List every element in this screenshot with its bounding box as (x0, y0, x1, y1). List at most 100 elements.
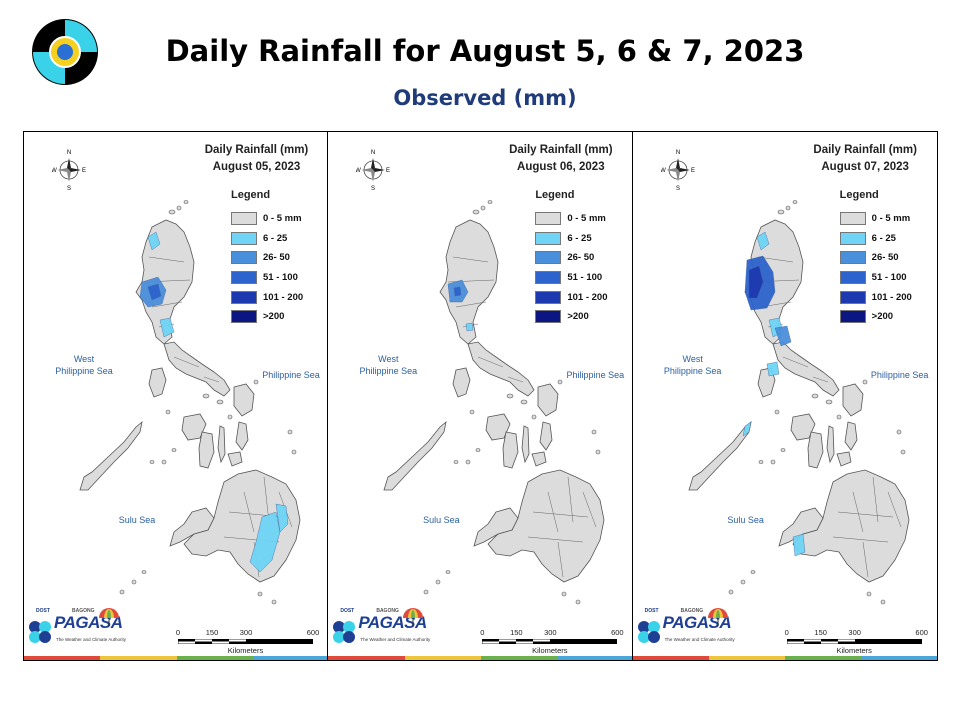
compass-rose-icon: N W E S (356, 150, 390, 191)
small-island (562, 591, 567, 597)
panel-title: Daily Rainfall (mm) August 05, 2023 (184, 142, 327, 176)
legend-item: >200 (231, 307, 303, 327)
compass-s: S (371, 186, 375, 191)
landmass (688, 420, 752, 491)
scale-bar: 0 150 300 600 Kilometers (785, 628, 932, 656)
legend-swatch (839, 310, 866, 324)
legend-title: Legend (231, 189, 271, 201)
legend-label: >200 (871, 311, 894, 323)
rain-zone-palawan-north-light (742, 421, 751, 437)
small-island (740, 579, 745, 585)
small-island (253, 379, 259, 385)
legend-label: 101 - 200 (871, 291, 912, 303)
landmass (790, 413, 816, 441)
region-boundary (263, 476, 270, 523)
legend-swatch (535, 310, 562, 324)
map-panel-aug05: Daily Rainfall (mm) August 05, 2023 Lege… (24, 132, 329, 660)
region-boundary (568, 476, 574, 523)
small-island (728, 589, 733, 595)
legend-label: 6 - 25 (871, 232, 896, 244)
legend-title: Legend (535, 189, 575, 201)
sea-label-west-philippine-sea: West Philippine Sea (55, 354, 113, 376)
map-panels: Daily Rainfall (mm) August 05, 2023 Lege… (23, 131, 938, 661)
small-island (424, 589, 429, 595)
small-island (168, 209, 176, 215)
landmass (198, 431, 215, 469)
philippines-map (383, 200, 605, 605)
legend-label: 6 - 25 (567, 232, 592, 244)
legend-swatch (535, 251, 562, 265)
legend-item: 6 - 25 (535, 229, 607, 249)
small-island (454, 460, 459, 464)
small-island (257, 591, 263, 597)
region-boundary (872, 476, 878, 523)
small-island (558, 379, 563, 385)
legend-label: >200 (567, 311, 589, 323)
legend-label: 0 - 5 mm (263, 213, 302, 225)
region-boundary (478, 356, 504, 368)
legend-label: 101 - 200 (567, 291, 608, 303)
landmass (539, 421, 553, 451)
small-island (149, 460, 155, 464)
small-island (758, 460, 763, 464)
landmass (148, 367, 167, 398)
small-island (862, 379, 867, 385)
rain-zone-central-luzon-small (466, 322, 474, 332)
landmass (537, 383, 559, 417)
small-island (488, 200, 493, 204)
scale-tick: 600 (611, 628, 624, 637)
compass-w: W (356, 168, 361, 174)
scale-unit: Kilometers (227, 646, 264, 655)
legend-item: 6 - 25 (839, 229, 912, 249)
landmass (227, 451, 243, 467)
landmass (163, 341, 231, 397)
region-boundary (832, 536, 888, 543)
legend-swatch (535, 212, 562, 226)
pagasa-bagong: BAGONG (376, 608, 399, 614)
small-island (165, 409, 171, 415)
small-island (785, 205, 790, 211)
dost-pagasa-logo (31, 18, 99, 86)
legend: 0 - 5 mm 6 - 25 26- 50 51 - 100 101 - 200 >20… (839, 209, 912, 327)
legend-item: >200 (839, 307, 912, 327)
landmass (235, 421, 249, 451)
legend-swatch (231, 212, 257, 226)
pagasa-doost: DOST (340, 608, 355, 614)
legend-swatch (535, 290, 562, 304)
landmass (842, 383, 864, 417)
legend-swatch (839, 231, 866, 245)
region-boundary (558, 541, 564, 578)
color-strip (328, 656, 632, 660)
rain-zone-mindanao-southwest-light (792, 533, 805, 557)
rain-zone-central-luzon-moderate (774, 325, 791, 347)
small-island (202, 393, 210, 399)
color-strip (632, 656, 937, 660)
scale-tick: 150 (510, 628, 523, 637)
landmass (467, 341, 535, 397)
small-island (770, 459, 775, 465)
sea-label-philippine-sea: Philippine Sea (870, 370, 929, 380)
small-island (866, 591, 871, 597)
region-boundary (173, 356, 200, 368)
small-island (176, 205, 182, 211)
rain-zone-northwest-core (147, 283, 162, 301)
region-boundary (243, 491, 255, 533)
legend-item: >200 (535, 307, 607, 327)
landmass (452, 367, 471, 398)
small-island (532, 414, 537, 420)
small-island (900, 449, 905, 455)
region-boundary (548, 491, 559, 533)
sea-label-philippine-sea: Philippine Sea (566, 370, 625, 380)
pagasa-tagline: The Weather and Climate Authority (664, 637, 735, 642)
region-boundary (151, 301, 183, 308)
pagasa-bagong: BAGONG (680, 608, 704, 614)
legend-swatch (231, 290, 257, 304)
region-boundary (203, 376, 220, 383)
umbrella-icon (99, 608, 119, 625)
region-boundary (887, 491, 901, 528)
region-boundary (837, 511, 893, 518)
small-island (466, 459, 471, 465)
panel-title: Daily Rainfall (mm) August 07, 2023 (793, 142, 937, 176)
legend-item: 26- 50 (535, 248, 607, 268)
scale-tick: 150 (814, 628, 827, 637)
